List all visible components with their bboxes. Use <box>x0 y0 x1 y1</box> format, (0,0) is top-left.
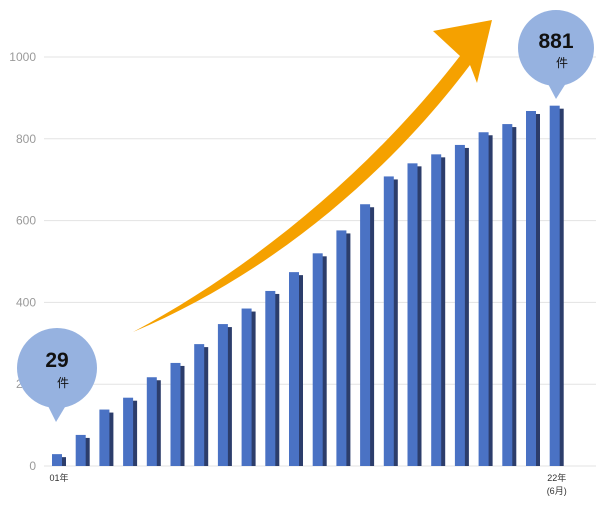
bar <box>312 253 323 466</box>
y-tick-label: 400 <box>16 295 36 309</box>
bar <box>407 163 418 466</box>
growth-arrow <box>133 20 492 332</box>
bar <box>289 272 299 466</box>
callout-bubble: 29 件 <box>17 328 97 422</box>
x-tick-label: 01年 <box>49 472 68 483</box>
y-tick-label: 0 <box>29 459 36 473</box>
bar <box>75 434 86 466</box>
bar <box>502 124 513 467</box>
y-axis-ticks: 02004006008001000 <box>9 50 36 473</box>
bar <box>194 344 205 466</box>
bar <box>146 377 157 466</box>
bar <box>52 454 62 466</box>
bar <box>265 290 276 466</box>
x-tick-label: 22年 <box>547 472 566 483</box>
y-tick-label: 1000 <box>9 50 36 64</box>
bar <box>123 397 134 466</box>
y-tick-label: 600 <box>16 214 36 228</box>
x-axis-labels: 01年 22年 (6月) <box>49 472 566 496</box>
bar <box>478 132 489 467</box>
bar <box>217 324 228 466</box>
bar <box>454 144 465 466</box>
bar <box>526 110 536 466</box>
arrow-shape <box>133 20 492 332</box>
x-tick-label: (6月) <box>547 486 567 496</box>
bubble-unit: 件 <box>556 56 568 70</box>
bubble-value: 881 <box>538 30 573 53</box>
bar <box>549 105 560 467</box>
bar <box>336 230 347 466</box>
bubble-unit: 件 <box>57 376 69 390</box>
y-tick-label: 800 <box>16 132 36 146</box>
bar <box>99 409 110 466</box>
bars <box>52 105 564 467</box>
callout-bubbles: 29 件 881 件 <box>17 10 594 422</box>
bar <box>170 362 181 466</box>
bubble-circle <box>17 328 97 408</box>
bar <box>360 204 371 467</box>
bar <box>383 176 394 467</box>
bubble-value: 29 <box>45 349 68 372</box>
callout-bubble: 881 件 <box>518 10 594 99</box>
bubble-circle <box>518 10 594 86</box>
bar <box>241 308 252 466</box>
bar <box>431 154 442 467</box>
